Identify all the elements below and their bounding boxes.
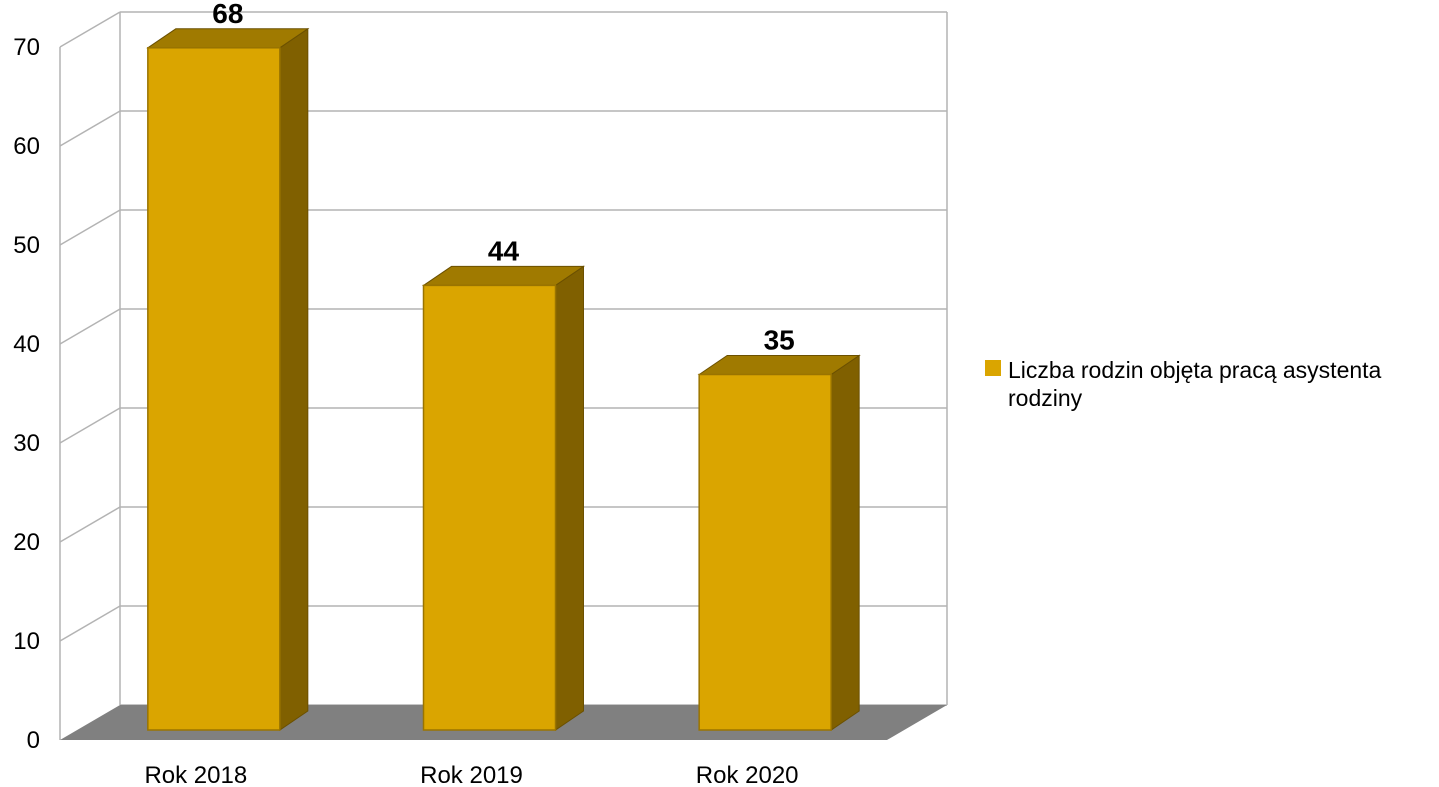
bar-side-0	[279, 27, 309, 731]
bar-2	[697, 354, 861, 731]
gridline-side-5	[59, 209, 121, 246]
chart-walls	[59, 12, 948, 740]
bar-top-0	[146, 28, 310, 49]
data-labels: 68 44 35	[212, 0, 794, 356]
legend-label-series-0: Liczba rodzin objęta pracą asystenta rod…	[1008, 357, 1382, 411]
bar-0	[146, 27, 310, 731]
y-tick-label-2: 20	[13, 529, 40, 556]
x-tick-label-2: Rok 2020	[696, 762, 799, 787]
data-label-2: 35	[764, 325, 795, 356]
bar-side-2	[830, 354, 860, 731]
gridline-side-7	[59, 11, 121, 48]
gridline-side-2	[59, 506, 121, 543]
legend-swatch	[985, 360, 1001, 376]
y-tick-label-1: 10	[13, 628, 40, 655]
gridline-side-6	[59, 110, 121, 147]
bar-1	[421, 265, 586, 731]
gridline-side-1	[59, 605, 121, 642]
bar-top-2	[697, 355, 861, 375]
bar-front-0	[147, 47, 281, 731]
bars	[146, 27, 861, 731]
y-tick-label-3: 30	[13, 430, 40, 457]
data-label-0: 68	[212, 0, 243, 29]
bar-front-1	[422, 284, 557, 731]
x-axis: Rok 2018 Rok 2019 Rok 2020	[144, 762, 798, 787]
y-tick-label-7: 70	[13, 34, 40, 61]
legend: Liczba rodzin objęta pracą asystenta rod…	[985, 356, 1425, 412]
bar-top-1	[421, 265, 586, 286]
y-tick-label-5: 50	[13, 232, 40, 259]
bar-side-1	[555, 265, 584, 731]
y-tick-label-4: 40	[13, 331, 40, 358]
gridline-side-4	[59, 308, 121, 345]
data-label-1: 44	[488, 235, 520, 266]
bar-front-2	[698, 373, 832, 731]
y-tick-label-6: 60	[13, 133, 40, 160]
y-tick-label-0: 0	[27, 727, 40, 754]
x-tick-label-0: Rok 2018	[144, 762, 247, 787]
y-axis: 0 10 20 30 40 50 60 70	[13, 34, 40, 754]
gridline-side-3	[59, 407, 121, 444]
x-tick-label-1: Rok 2019	[420, 762, 523, 787]
